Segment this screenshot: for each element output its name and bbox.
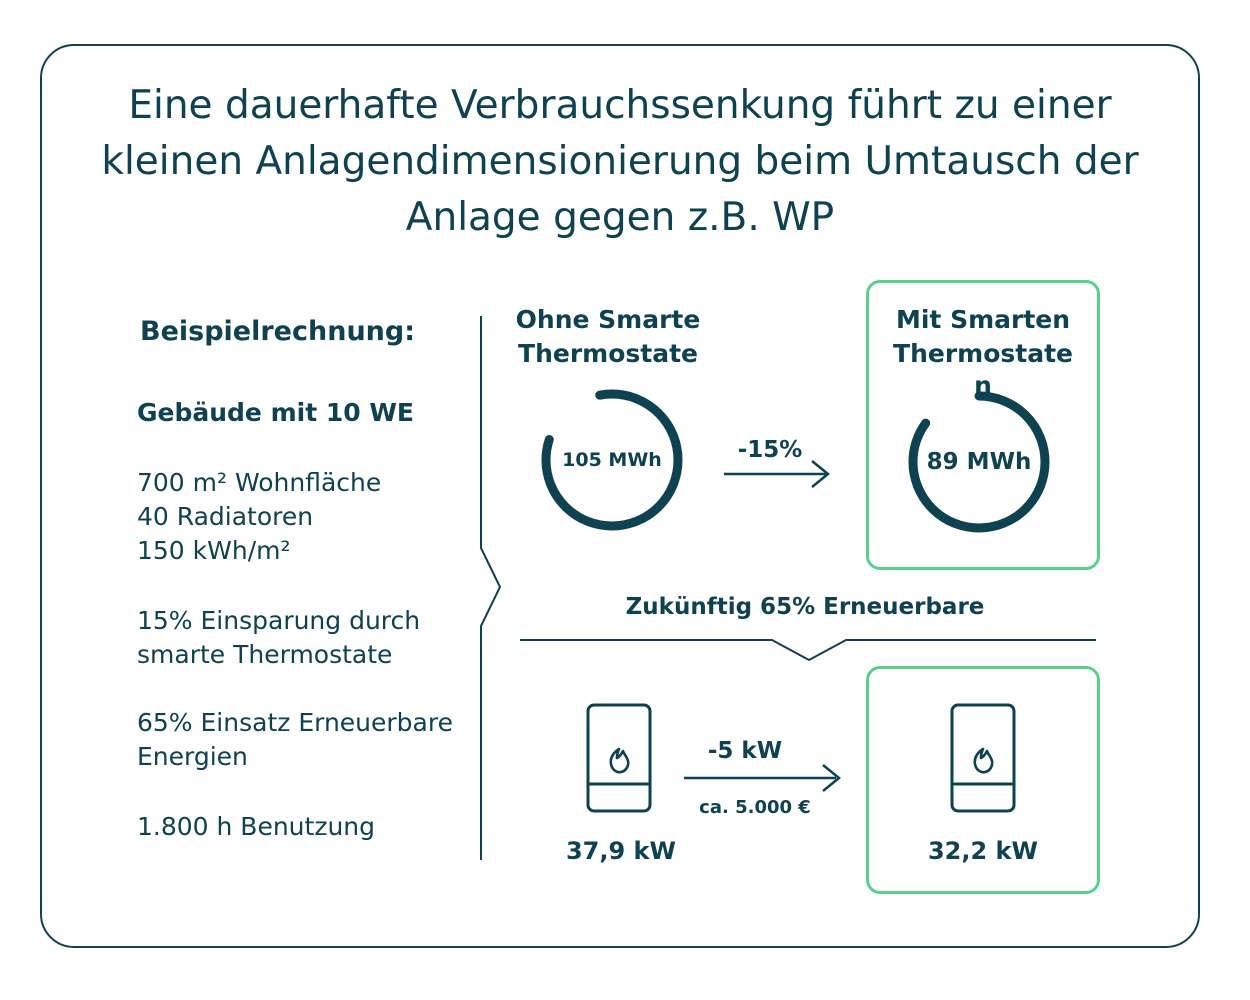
with-consumption-value: 89 MWh [926,449,1032,475]
without-heading-line1: Ohne Smarte [515,305,701,334]
saving-label-line2: smarte Thermostate [137,640,393,669]
power-reduction-label: -5 kW [707,738,783,764]
usage-label: 1.800 h Benutzung [137,812,376,841]
with-heading-line1: Mit Smarten [895,305,1071,334]
flame-icon [609,747,630,774]
renewable-label-line1: 65% Einsatz Erneuerbare [137,708,453,737]
reduction-label: -15% [737,437,803,463]
renewable-label-line2: Energien [137,742,248,771]
reduction-arrow-icon [724,460,830,488]
flame-icon [973,747,994,774]
saving-label-line1: 15% Einsparung durch [137,606,421,635]
power-reduction-arrow-icon [684,764,841,792]
future-label: Zukünftig 65% Erneuerbare [625,594,985,620]
page-title: Eine dauerhafte Verbrauchssenkung führt … [101,83,1139,240]
cost-saving-label: ca. 5.000 € [699,797,811,818]
without-heading-line2: Thermostate [518,339,698,368]
heater-after-box [866,666,1100,894]
building-label: Gebäude mit 10 WE [137,398,415,427]
with-heading-line2: Thermostate [893,339,1073,368]
infographic-frame [40,44,1200,948]
radiators-label: 40 Radiatoren [137,502,314,531]
demand-label: 150 kWh/m² [137,536,291,565]
with-thermostats-box [866,280,1100,570]
without-consumption-ring [541,389,683,531]
example-heading: Beispielrechnung: [140,316,416,347]
heater-before-value: 37,9 kW [565,837,676,865]
heater-before-icon [586,703,652,813]
future-divider [520,639,1096,662]
heater-after-value: 32,2 kW [927,837,1038,865]
heater-after-icon [950,703,1016,813]
with-consumption-ring [908,391,1050,533]
area-label: 700 m² Wohnfläche [137,468,382,497]
without-consumption-value: 105 MWh [562,449,662,471]
